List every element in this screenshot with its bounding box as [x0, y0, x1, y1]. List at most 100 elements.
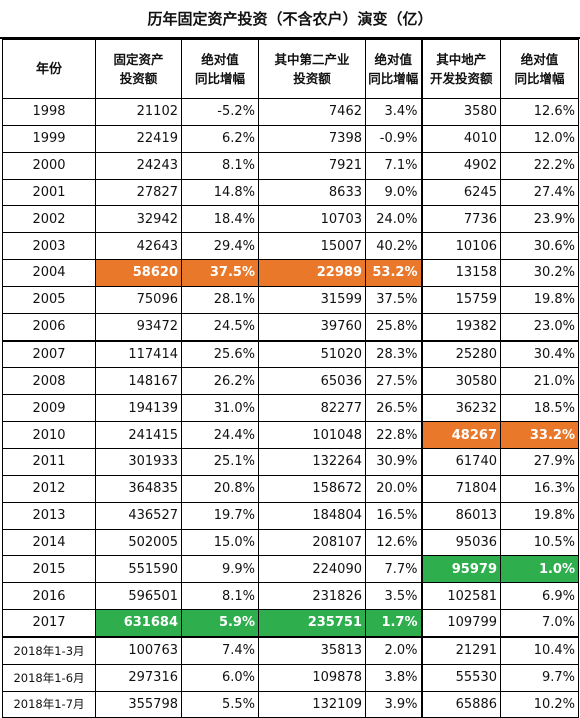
table-row: 2017 631684 5.9% 235751 1.7% 109799 7.0%: [2, 609, 579, 638]
fixed-asset-growth-cell: 25.1%: [181, 447, 259, 476]
secondary-industry-growth-cell: 26.5%: [365, 394, 422, 423]
real-estate-growth-cell: 30.6%: [500, 232, 579, 261]
header-secondary-industry-growth: 绝对值 同比增幅: [365, 39, 422, 99]
fixed-asset-growth-cell: 28.1%: [181, 285, 259, 314]
secondary-industry-investment-cell: 158672: [258, 474, 366, 503]
real-estate-investment-cell: 48267: [420, 421, 501, 449]
fixed-asset-investment-cell: 58620: [95, 259, 182, 287]
real-estate-growth-cell: 27.9%: [500, 447, 579, 476]
secondary-industry-investment-cell: 65036: [258, 367, 366, 396]
secondary-industry-investment-cell: 10703: [258, 205, 366, 234]
secondary-industry-investment-cell: 101048: [258, 421, 366, 449]
real-estate-growth-cell: 10.5%: [500, 528, 579, 557]
fixed-asset-growth-cell: 14.8%: [181, 178, 259, 207]
secondary-industry-growth-cell: 7.1%: [365, 151, 422, 180]
real-estate-growth-cell: 9.7%: [500, 663, 579, 692]
real-estate-growth-cell: 30.4%: [500, 339, 579, 369]
real-estate-investment-cell: 109799: [420, 609, 501, 638]
fixed-asset-growth-cell: 31.0%: [181, 394, 259, 423]
real-estate-investment-cell: 3580: [420, 98, 501, 126]
real-estate-investment-cell: 6245: [420, 178, 501, 207]
secondary-industry-growth-cell: 22.8%: [365, 421, 422, 449]
secondary-industry-growth-cell: 37.5%: [365, 285, 422, 314]
header-row: 年份 固定资产 投资额 绝对值 同比增幅 其中第二产业 投资额 绝对值 同比增幅 其中地…: [2, 39, 579, 99]
secondary-industry-growth-cell: 2.0%: [365, 635, 422, 665]
year-cell: 2003: [2, 232, 96, 261]
secondary-industry-investment-cell: 7921: [258, 151, 366, 180]
year-cell: 1998: [2, 98, 96, 126]
fixed-asset-growth-cell: 8.1%: [181, 582, 259, 611]
fixed-asset-investment-cell: 297316: [95, 663, 182, 692]
secondary-industry-growth-cell: 3.8%: [365, 663, 422, 692]
fixed-asset-growth-cell: 18.4%: [181, 205, 259, 234]
table-title: 历年固定资产投资（不含农户）演变（亿）: [0, 0, 580, 39]
fixed-asset-growth-cell: 6.0%: [181, 663, 259, 692]
secondary-industry-growth-cell: 28.3%: [365, 339, 422, 369]
secondary-industry-growth-cell: 3.9%: [365, 690, 422, 718]
header-fixed-asset-growth: 绝对值 同比增幅: [181, 39, 259, 99]
table-row: 2010 241415 24.4% 101048 22.8% 48267 33.2%: [2, 421, 579, 449]
year-cell: 2012: [2, 474, 96, 503]
secondary-industry-investment-cell: 8633: [258, 178, 366, 207]
year-cell: 2018年1-6月: [2, 663, 96, 692]
secondary-industry-investment-cell: 15007: [258, 232, 366, 261]
real-estate-investment-cell: 13158: [420, 259, 501, 287]
fixed-asset-investment-cell: 93472: [95, 312, 182, 342]
fixed-asset-investment-cell: 32942: [95, 205, 182, 234]
year-cell: 2015: [2, 555, 96, 584]
fixed-asset-growth-cell: 5.5%: [181, 690, 259, 718]
real-estate-investment-cell: 95979: [420, 555, 501, 584]
table-row: 2018年1-3月 100763 7.4% 35813 2.0% 21291 10.4%: [2, 635, 579, 665]
real-estate-investment-cell: 7736: [420, 205, 501, 234]
year-cell: 2002: [2, 205, 96, 234]
real-estate-investment-cell: 36232: [420, 394, 501, 423]
table-row: 2018年1-7月 355798 5.5% 132109 3.9% 65886 10.2%: [2, 690, 579, 718]
secondary-industry-investment-cell: 132264: [258, 447, 366, 476]
fixed-asset-growth-cell: 7.4%: [181, 635, 259, 665]
fixed-asset-growth-cell: 25.6%: [181, 339, 259, 369]
table-row: 2002 32942 18.4% 10703 24.0% 7736 23.9%: [2, 205, 579, 234]
year-cell: 2001: [2, 178, 96, 207]
secondary-industry-investment-cell: 109878: [258, 663, 366, 692]
real-estate-growth-cell: 23.0%: [500, 312, 579, 342]
table-row: 2011 301933 25.1% 132264 30.9% 61740 27.9%: [2, 447, 579, 476]
secondary-industry-investment-cell: 208107: [258, 528, 366, 557]
header-real-estate-growth: 绝对值 同比增幅: [500, 39, 579, 99]
secondary-industry-growth-cell: 3.5%: [365, 582, 422, 611]
real-estate-growth-cell: 21.0%: [500, 367, 579, 396]
secondary-industry-investment-cell: 132109: [258, 690, 366, 718]
fixed-asset-growth-cell: 37.5%: [181, 259, 259, 287]
secondary-industry-investment-cell: 31599: [258, 285, 366, 314]
real-estate-investment-cell: 71804: [420, 474, 501, 503]
table-row: 2008 148167 26.2% 65036 27.5% 30580 21.0%: [2, 367, 579, 396]
secondary-industry-growth-cell: 24.0%: [365, 205, 422, 234]
real-estate-growth-cell: 6.9%: [500, 582, 579, 611]
real-estate-investment-cell: 15759: [420, 285, 501, 314]
header-secondary-industry-investment: 其中第二产业 投资额: [258, 39, 366, 99]
real-estate-growth-cell: 18.5%: [500, 394, 579, 423]
year-cell: 2018年1-7月: [2, 690, 96, 718]
table-row: 2007 117414 25.6% 51020 28.3% 25280 30.4%: [2, 339, 579, 369]
fixed-asset-investment-cell: 24243: [95, 151, 182, 180]
year-cell: 1999: [2, 124, 96, 153]
real-estate-investment-cell: 102581: [420, 582, 501, 611]
secondary-industry-growth-cell: 20.0%: [365, 474, 422, 503]
secondary-industry-investment-cell: 7398: [258, 124, 366, 153]
real-estate-investment-cell: 95036: [420, 528, 501, 557]
fixed-asset-growth-cell: 8.1%: [181, 151, 259, 180]
year-cell: 2007: [2, 339, 96, 369]
secondary-industry-investment-cell: 35813: [258, 635, 366, 665]
table-body: 1998 21102 -5.2% 7462 3.4% 3580 12.6% 1999 22419…: [2, 98, 579, 718]
fixed-asset-investment-cell: 75096: [95, 285, 182, 314]
secondary-industry-growth-cell: 30.9%: [365, 447, 422, 476]
table-row: 2013 436527 19.7% 184804 16.5% 86013 19.8%: [2, 501, 579, 530]
real-estate-investment-cell: 55530: [420, 663, 501, 692]
fixed-asset-growth-cell: -5.2%: [181, 98, 259, 126]
real-estate-growth-cell: 23.9%: [500, 205, 579, 234]
real-estate-growth-cell: 19.8%: [500, 501, 579, 530]
fixed-asset-growth-cell: 19.7%: [181, 501, 259, 530]
secondary-industry-growth-cell: 7.7%: [365, 555, 422, 584]
year-cell: 2011: [2, 447, 96, 476]
real-estate-investment-cell: 30580: [420, 367, 501, 396]
fixed-asset-investment-cell: 42643: [95, 232, 182, 261]
